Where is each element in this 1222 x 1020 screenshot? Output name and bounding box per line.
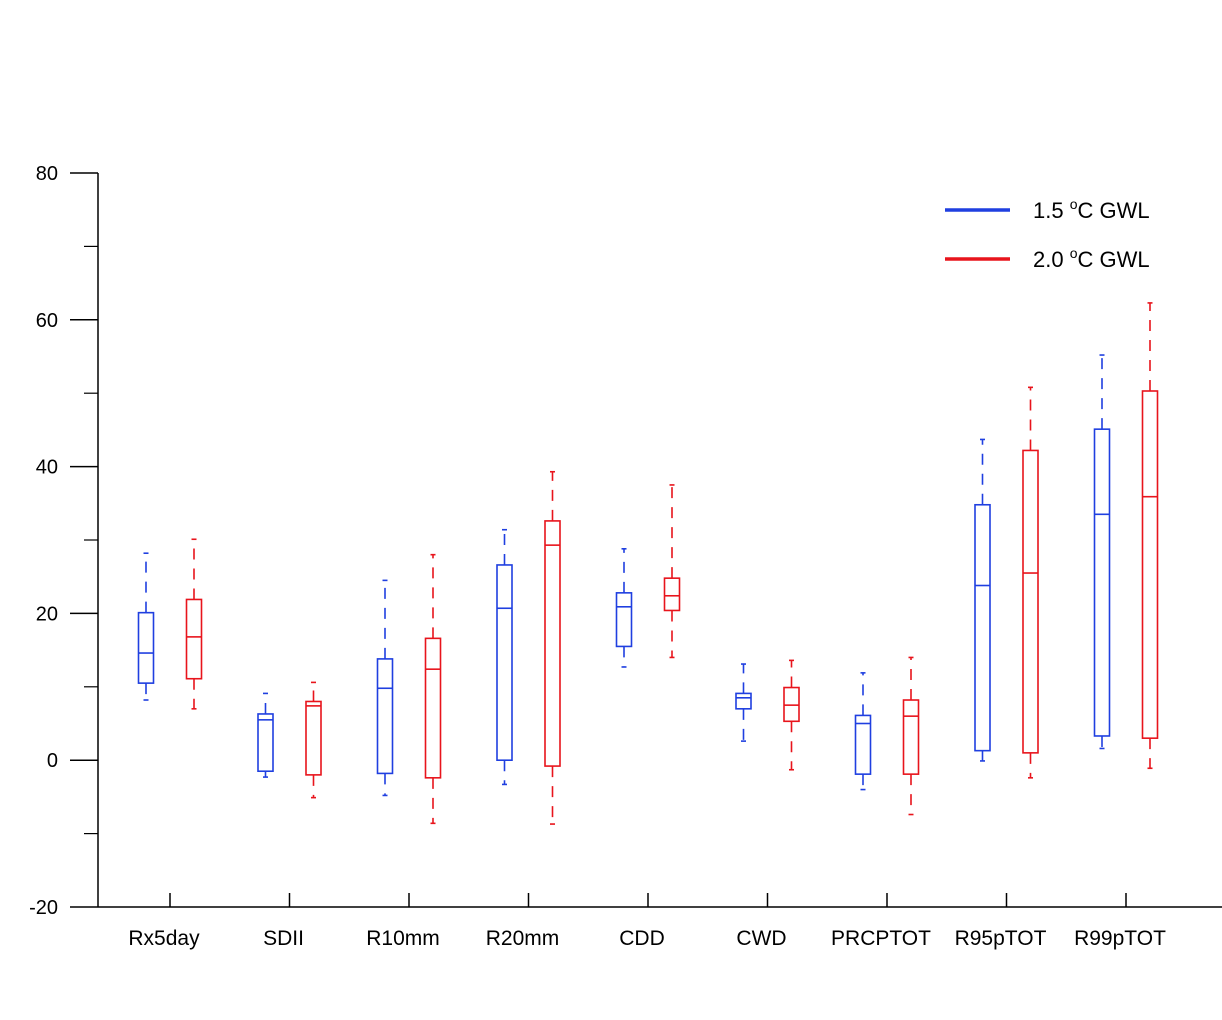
legend-label-suffix: C GWL — [1078, 198, 1150, 223]
box-iqr — [305, 700, 322, 776]
x-ticks: Rx5day SDII R10mm R20mm CDD CWD PRCPTOT R95pTOT… — [128, 893, 1166, 950]
box-rx5day-series-0 — [137, 552, 155, 701]
box-series — [137, 302, 1159, 825]
box-iqr — [376, 658, 394, 775]
box-r95ptot-series-1 — [1022, 386, 1039, 779]
box-r99ptot-series-1 — [1141, 302, 1159, 770]
box-r95ptot-series-0 — [974, 438, 991, 762]
box-iqr — [185, 598, 203, 680]
box-prcptot-series-1 — [902, 656, 920, 816]
x-tick-label: SDII — [263, 927, 304, 950]
legend-label-1: 2.0 oC GWL — [1033, 245, 1150, 272]
x-tick-label: PRCPTOT — [831, 927, 931, 950]
legend-label-prefix: 2.0 — [1033, 247, 1070, 272]
box-iqr — [1093, 428, 1111, 737]
box-cdd-series-1 — [663, 484, 681, 659]
box-r10mm-series-1 — [424, 553, 442, 825]
x-tick-label: R95pTOT — [955, 927, 1047, 950]
series-1 — [185, 302, 1159, 825]
y-tick-label: 0 — [47, 750, 58, 772]
box-r20mm-series-0 — [496, 528, 513, 786]
box-sdii-series-1 — [305, 681, 322, 799]
box-iqr — [663, 577, 681, 612]
series-0 — [137, 354, 1111, 797]
box-r10mm-series-0 — [376, 579, 394, 797]
legend-label-degree: o — [1070, 245, 1078, 261]
box-cwd-series-0 — [735, 663, 752, 742]
x-tick-label: CDD — [619, 927, 665, 950]
box-iqr — [735, 692, 752, 710]
box-cdd-series-0 — [615, 548, 633, 668]
box-iqr — [496, 564, 513, 761]
box-iqr — [137, 611, 155, 684]
box-iqr — [424, 637, 442, 779]
box-iqr — [1022, 449, 1039, 754]
legend-label-suffix: C GWL — [1078, 247, 1150, 272]
x-tick-label: CWD — [736, 927, 786, 950]
x-tick-label: R10mm — [366, 927, 440, 950]
box-iqr — [257, 713, 274, 773]
legend-label-prefix: 1.5 — [1033, 198, 1070, 223]
axes — [97, 173, 1222, 908]
y-tick-label: 60 — [36, 310, 58, 332]
box-r99ptot-series-0 — [1093, 354, 1111, 750]
box-iqr — [854, 714, 872, 775]
box-iqr — [615, 592, 633, 648]
box-sdii-series-0 — [257, 692, 274, 778]
legend-label-degree: o — [1070, 196, 1078, 212]
box-iqr — [544, 520, 561, 767]
box-cwd-series-1 — [783, 659, 800, 771]
y-tick-label: 40 — [36, 457, 58, 479]
y-tick-label: -20 — [29, 897, 58, 919]
y-tick-label: 80 — [36, 163, 58, 185]
x-tick-label: R20mm — [486, 927, 560, 950]
box-iqr — [902, 699, 920, 775]
box-iqr — [974, 503, 991, 752]
box-iqr — [1141, 390, 1159, 739]
legend-label-0: 1.5 oC GWL — [1033, 196, 1150, 223]
x-tick-label: R99pTOT — [1074, 927, 1166, 950]
x-tick-label: Rx5day — [128, 927, 200, 950]
box-rx5day-series-1 — [185, 538, 203, 710]
box-prcptot-series-0 — [854, 672, 872, 791]
y-ticks: -20 0 20 40 60 80 — [29, 163, 98, 919]
y-tick-label: 20 — [36, 603, 58, 625]
box-r20mm-series-1 — [544, 470, 561, 825]
